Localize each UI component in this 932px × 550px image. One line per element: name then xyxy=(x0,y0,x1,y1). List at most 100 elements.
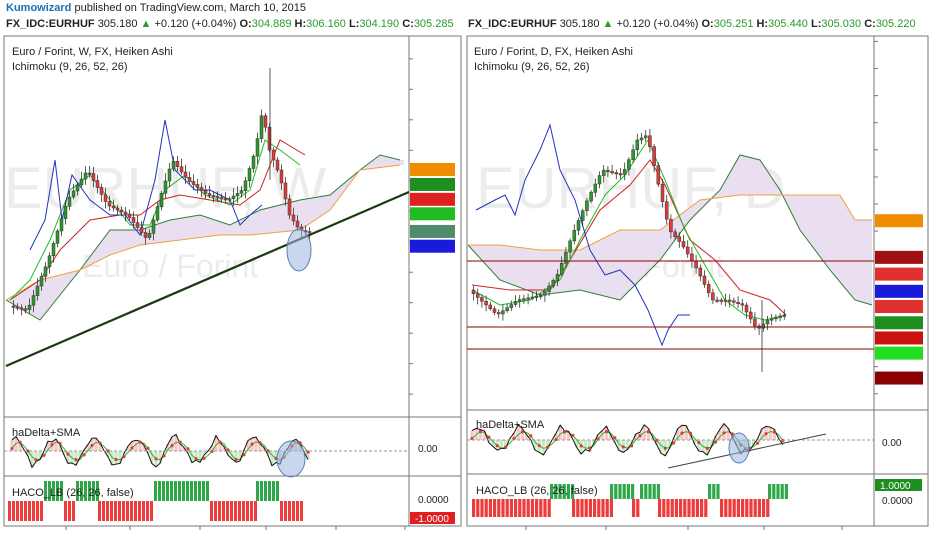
candle-up xyxy=(27,304,32,310)
haco-bar-up xyxy=(186,481,189,501)
haco-bar-down xyxy=(572,499,576,517)
haco-bar-down xyxy=(480,499,484,517)
haco-bar-down xyxy=(254,501,257,521)
daily-osc2-tag-text: 1.0000 xyxy=(880,481,911,492)
candle-up xyxy=(622,169,627,175)
haco-bar-up xyxy=(84,481,87,501)
haco-bar-down xyxy=(720,499,724,517)
candle-down xyxy=(719,299,724,302)
osc-dot xyxy=(218,440,222,444)
haco-bar-up xyxy=(206,481,209,501)
candle-up xyxy=(522,298,526,301)
candle-up xyxy=(526,297,530,300)
haco-bar-up xyxy=(60,481,63,501)
haco-bar-down xyxy=(20,501,23,521)
haco-bar-up xyxy=(644,484,648,499)
haco-bar-up xyxy=(558,484,562,499)
osc-dot xyxy=(26,449,30,453)
low-label: L: xyxy=(810,18,822,30)
candle-down xyxy=(127,213,132,218)
osc-dot xyxy=(258,441,262,445)
osc-dot xyxy=(58,441,62,446)
candle-up xyxy=(147,233,152,238)
up-arrow-icon: ▲ xyxy=(140,18,152,30)
daily-osc-ellipse[interactable] xyxy=(728,432,750,464)
open-label: O: xyxy=(701,18,714,30)
haco-bar-down xyxy=(8,501,11,521)
osc-dot xyxy=(50,443,54,447)
osc-dot xyxy=(34,458,38,462)
haco-bar-up xyxy=(640,484,644,499)
candle-down xyxy=(614,172,619,175)
osc-dot xyxy=(772,430,777,434)
candle-up xyxy=(543,291,547,296)
osc-dot xyxy=(178,440,182,444)
haco-bar-down xyxy=(584,499,588,517)
osc-dot xyxy=(730,432,735,436)
weekly-trendline[interactable] xyxy=(5,190,410,368)
candle-down xyxy=(291,214,296,222)
candle-down xyxy=(223,198,228,201)
senkou-span-a xyxy=(467,154,873,306)
haco-bar-down xyxy=(609,499,613,517)
haco-bar-up xyxy=(656,484,660,499)
candle-down xyxy=(295,220,300,228)
daily-candles xyxy=(471,128,787,372)
weekly-chart: EURHUF, W Euro / Forint Euro / Forint, W… xyxy=(3,35,462,530)
close-label: C: xyxy=(864,18,876,30)
candle-up xyxy=(167,168,172,182)
haco-bar-down xyxy=(106,501,109,521)
haco-bar-up xyxy=(768,484,772,499)
weekly-highlight-ellipse[interactable] xyxy=(286,228,312,272)
haco-bar-down xyxy=(292,501,295,521)
price-change: +0.120 (+0.04%) xyxy=(154,18,237,30)
candle-down xyxy=(187,177,192,182)
haco-bar-down xyxy=(130,501,133,521)
price-tag xyxy=(875,300,923,314)
candle-down xyxy=(488,304,493,309)
candle-up xyxy=(51,243,56,257)
candle-down xyxy=(723,299,728,302)
osc-dot xyxy=(520,430,525,434)
candle-down xyxy=(484,301,488,306)
candle-down xyxy=(87,172,92,175)
candle-down xyxy=(660,183,665,202)
osc-dot xyxy=(130,446,134,450)
haco-bar-up xyxy=(716,484,720,499)
open-label: O: xyxy=(239,18,252,30)
osc-dot xyxy=(504,445,508,449)
haco-bar-down xyxy=(230,501,233,521)
weekly-osc-ellipse[interactable] xyxy=(276,440,306,478)
haco-bar-up xyxy=(566,484,570,499)
haco-bar-down xyxy=(488,499,492,517)
weekly-candles xyxy=(11,68,312,316)
candle-down xyxy=(99,187,104,195)
candle-up xyxy=(635,139,640,151)
candle-down xyxy=(492,308,497,313)
weekly-osc2-tag-text: -1.0000 xyxy=(415,514,449,525)
haco-bar-up xyxy=(52,481,55,501)
candle-up xyxy=(559,263,564,275)
candle-down xyxy=(207,193,212,196)
haco-bar-up xyxy=(708,484,712,499)
haco-bar-down xyxy=(134,501,137,521)
candle-down xyxy=(179,166,184,173)
candle-up xyxy=(580,210,585,221)
candle-up xyxy=(572,230,577,242)
osc-dot xyxy=(672,441,676,445)
daily-price-tags xyxy=(875,214,923,385)
haco-bar-up xyxy=(76,481,79,501)
haco-bar-down xyxy=(547,499,551,517)
haco-bar-down xyxy=(509,499,513,517)
author-link[interactable]: Kumowizard xyxy=(6,2,72,14)
last-price: 305.180 xyxy=(559,18,600,30)
osc-dot xyxy=(226,448,230,452)
candle-down xyxy=(690,253,694,262)
osc-dot xyxy=(537,444,541,448)
high-value: 306.160 xyxy=(306,18,346,30)
candle-down xyxy=(139,227,144,233)
daily-study-label: Ichimoku (9, 26, 52, 26) xyxy=(474,61,590,73)
haco-bar-down xyxy=(472,499,476,517)
candle-up xyxy=(782,314,787,317)
